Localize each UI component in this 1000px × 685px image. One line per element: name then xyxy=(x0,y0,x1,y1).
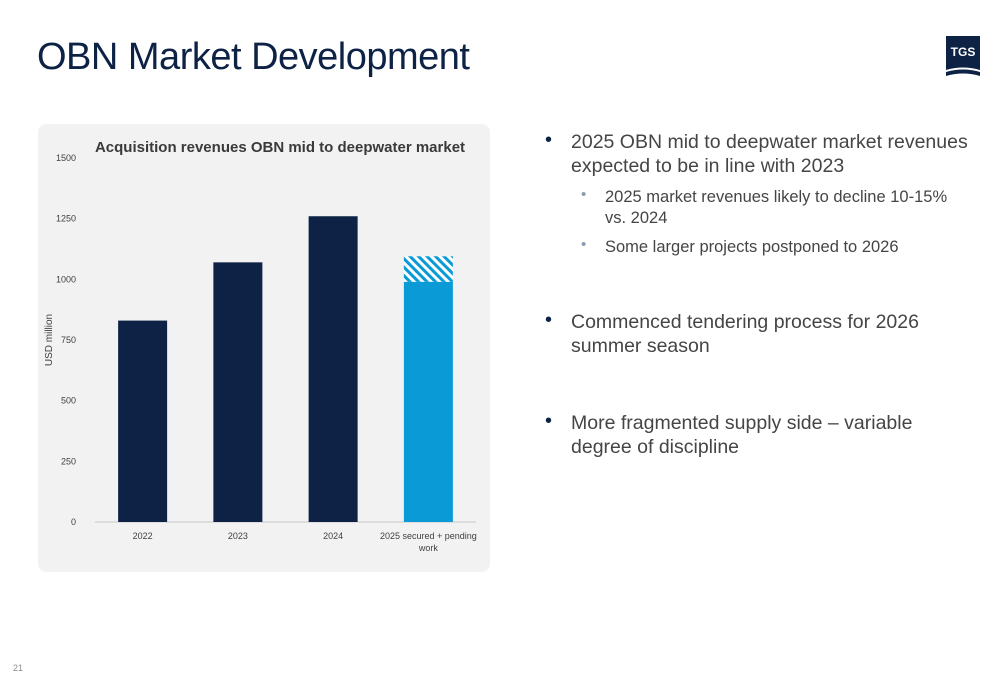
sub-bullet-text: 2025 market revenues likely to decline 1… xyxy=(605,188,948,227)
sub-bullet-dot: • xyxy=(581,236,587,253)
x-tick-label: 2022 xyxy=(133,531,153,541)
page-title: OBN Market Development xyxy=(37,36,470,78)
bullet-text: More fragmented supply side – variable d… xyxy=(571,412,913,458)
logo-text: TGS xyxy=(951,45,976,59)
x-tick-label: 2025 secured + pending work xyxy=(380,531,477,553)
bullet-dot: • xyxy=(545,129,553,151)
revenue-chart-panel: Acquisition revenues OBN mid to deepwate… xyxy=(38,124,490,572)
bullet-dot: • xyxy=(545,410,553,432)
tgs-logo: TGS xyxy=(946,36,980,80)
x-tick-label: 2023 xyxy=(228,531,248,541)
bullet-text: 2025 OBN mid to deepwater market revenue… xyxy=(571,131,968,177)
y-tick-label: 1500 xyxy=(56,153,76,163)
bar xyxy=(213,262,263,522)
page-number: 21 xyxy=(13,663,24,673)
y-tick-label: 1000 xyxy=(56,274,76,284)
bar xyxy=(118,320,168,522)
bullet-text: Commenced tendering process for 2026 sum… xyxy=(571,311,919,357)
bar xyxy=(308,216,358,522)
bullet-dot: • xyxy=(545,309,553,331)
bar-segment-pending xyxy=(403,256,453,282)
y-tick-label: 0 xyxy=(71,517,76,527)
y-axis-title: USD million xyxy=(44,314,55,366)
bar xyxy=(403,281,453,522)
y-tick-label: 750 xyxy=(61,335,76,345)
chart-title: Acquisition revenues OBN mid to deepwate… xyxy=(95,139,465,156)
y-tick-label: 500 xyxy=(61,396,76,406)
sub-bullet-dot: • xyxy=(581,186,587,203)
revenue-bar-chart: Acquisition revenues OBN mid to deepwate… xyxy=(44,139,477,553)
y-tick-label: 250 xyxy=(61,456,76,466)
x-tick-label: 2024 xyxy=(323,531,343,541)
y-tick-label: 1250 xyxy=(56,214,76,224)
sub-bullet-text: Some larger projects postponed to 2026 xyxy=(605,238,899,256)
